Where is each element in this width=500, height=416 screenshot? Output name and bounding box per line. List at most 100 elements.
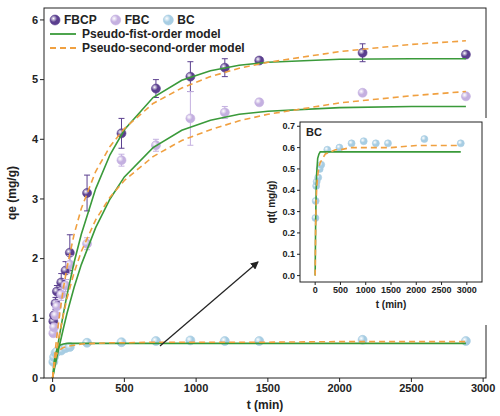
- data-point: [360, 138, 367, 145]
- data-point: [57, 290, 66, 299]
- y-tick: [40, 19, 44, 20]
- data-point: [117, 156, 126, 165]
- chart-title: BC: [306, 126, 322, 138]
- legend-line: [50, 33, 76, 35]
- legend: FBCP FBC BCPseudo-fist-order modelPseudo-s…: [50, 13, 245, 55]
- error-bar-cap: [118, 118, 124, 119]
- data-point: [255, 98, 264, 107]
- x-tick-label: 1500: [381, 285, 401, 295]
- inset-arrow: [160, 262, 258, 346]
- y-tick-label: 0.4: [282, 185, 295, 195]
- model-line: [53, 342, 466, 378]
- data-point: [457, 140, 464, 147]
- y-tick-label: 0.1: [282, 249, 295, 259]
- y-axis-label: qt( mg/g): [266, 181, 277, 224]
- x-tick-label: 1000: [356, 285, 376, 295]
- y-tick-label: 6: [32, 14, 38, 26]
- plot-data: [312, 136, 464, 276]
- data-point: [421, 136, 428, 143]
- x-tick-label: 3000: [471, 382, 495, 394]
- error-bar-cap: [153, 151, 159, 152]
- x-tick-label: 2500: [432, 285, 452, 295]
- y-axis-label: qe (mg/g): [5, 166, 19, 220]
- error-bar-cap: [360, 61, 366, 62]
- error-bar-cap: [63, 279, 69, 280]
- error-bar-cap: [118, 148, 124, 149]
- inset-chart: 0 500 1000 1500 2000 2500 3000 0.0 0.1 0.2 0.3 0.4 0…: [262, 118, 488, 325]
- y-tick-label: 3: [32, 193, 38, 205]
- x-axis-label: t (min): [247, 398, 284, 412]
- inset-background: [262, 118, 488, 325]
- main-chart: 0 500 1000 1500 2000 2500 3000 0 1 2 3 4 5 6 t (min) qe…: [5, 8, 495, 412]
- error-bar-cap: [187, 61, 193, 62]
- y-tick-label: 0.5: [282, 164, 295, 174]
- x-tick-label: 2000: [327, 382, 351, 394]
- error-bar-cap: [84, 175, 90, 176]
- error-bar-cap: [118, 166, 124, 167]
- error-bar-cap: [360, 43, 366, 44]
- y-tick-label: 0.3: [282, 207, 295, 217]
- legend-marker: [111, 15, 121, 25]
- x-tick-label: 1500: [256, 382, 280, 394]
- model-line: [315, 145, 461, 275]
- legend-line: [50, 47, 76, 49]
- x-tick-label: 500: [333, 285, 348, 295]
- y-tick: [40, 258, 44, 259]
- error-bar-cap: [187, 145, 193, 146]
- error-bar-cap: [153, 79, 159, 80]
- y-tick: [40, 198, 44, 199]
- legend-label: BC: [177, 13, 195, 27]
- x-tick-label: 0: [313, 285, 318, 295]
- data-point: [372, 140, 379, 147]
- error-bar-cap: [58, 300, 64, 301]
- y-tick-label: 0.7: [282, 121, 295, 131]
- error-bar-cap: [187, 91, 193, 92]
- x-tick-label: 3000: [457, 285, 477, 295]
- y-tick-label: 0.2: [282, 228, 295, 238]
- x-tick-label: 500: [115, 382, 133, 394]
- legend-marker: [50, 15, 60, 25]
- data-point: [461, 92, 470, 101]
- x-tick-label: 2500: [399, 382, 423, 394]
- y-tick: [40, 139, 44, 140]
- x-tick-label: 2000: [406, 285, 426, 295]
- model-line: [315, 152, 461, 276]
- y-tick-label: 1: [32, 312, 38, 324]
- data-point: [348, 140, 355, 147]
- x-axis-label: t (min): [376, 299, 407, 310]
- data-point: [151, 84, 160, 93]
- error-bar-cap: [118, 154, 124, 155]
- data-point: [83, 189, 92, 198]
- data-point: [461, 50, 470, 59]
- error-bar-cap: [63, 279, 69, 280]
- y-tick-label: 5: [32, 73, 38, 85]
- data-point: [358, 88, 367, 97]
- x-tick-label: 1000: [184, 382, 208, 394]
- legend-marker: [163, 15, 173, 25]
- legend-label: Pseudo-second-order model: [82, 41, 245, 55]
- y-tick-label: 0.6: [282, 143, 295, 153]
- legend-label: Pseudo-fist-order model: [82, 27, 221, 41]
- error-bar-cap: [222, 106, 228, 107]
- error-bar-cap: [187, 91, 193, 92]
- y-tick: [40, 378, 44, 379]
- legend-label: FBCP: [64, 13, 97, 27]
- plot-frame: [300, 122, 482, 282]
- y-tick: [40, 79, 44, 80]
- error-bar-cap: [153, 139, 159, 140]
- y-tick-label: 2: [32, 252, 38, 264]
- chart-canvas: 0 500 1000 1500 2000 2500 3000 0 1 2 3 4 5 6 t (min) qe…: [0, 0, 500, 416]
- legend-label: FBC: [125, 13, 150, 27]
- model-line: [53, 343, 466, 378]
- data-point: [220, 108, 229, 117]
- x-tick-label: 0: [50, 382, 56, 394]
- error-bar-cap: [222, 76, 228, 77]
- y-tick-label: 4: [32, 133, 39, 145]
- data-point: [384, 140, 391, 147]
- y-tick-label: 0.0: [282, 271, 295, 281]
- y-tick-label: 0: [32, 372, 38, 384]
- error-bar-cap: [222, 58, 228, 59]
- data-point: [51, 311, 60, 320]
- y-tick: [40, 318, 44, 319]
- data-point: [186, 114, 195, 123]
